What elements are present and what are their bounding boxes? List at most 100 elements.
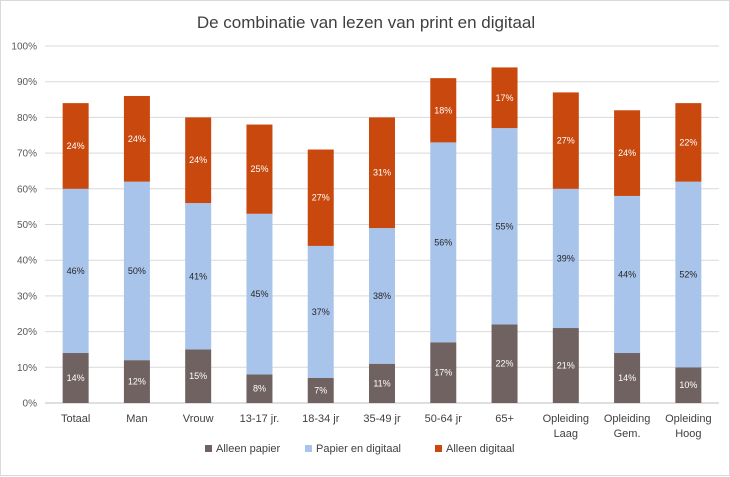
data-label: 22% (679, 137, 697, 147)
x-tick-label: Opleiding (604, 413, 650, 425)
bar-segment (62, 188, 89, 354)
bar-segment (430, 342, 457, 403)
bar-segment (246, 124, 273, 214)
data-label: 7% (314, 386, 327, 396)
bar-segment (62, 353, 89, 403)
data-label: 18% (434, 105, 452, 115)
bar-segment (123, 181, 150, 361)
x-tick-label: 35-49 jr (363, 413, 401, 425)
bar-segment (123, 95, 150, 182)
bar-segment (430, 142, 457, 343)
data-label: 24% (618, 148, 636, 158)
y-tick-label: 20% (17, 327, 37, 338)
y-axis-ticks: 0% 10% 20% 30% 40% 50% 60% 70% 80% 90% 100% (11, 42, 37, 410)
data-label: 8% (253, 384, 266, 394)
data-label: 17% (434, 368, 452, 378)
legend-label: Papier en digitaal (316, 443, 401, 455)
bar-segment (185, 349, 212, 403)
bar-segment (491, 67, 518, 129)
bar-segment (675, 367, 702, 403)
legend-label: Alleen digitaal (446, 443, 515, 455)
bar-segment (552, 328, 579, 403)
data-label: 21% (557, 361, 575, 371)
y-tick-label: 30% (17, 291, 37, 302)
data-label: 25% (250, 164, 268, 174)
x-tick-label: Laag (554, 428, 578, 440)
data-label: 14% (618, 373, 636, 383)
legend: Alleen papier Papier en digitaal Alleen di… (205, 443, 515, 455)
data-label: 45% (250, 289, 268, 299)
bar-segment (307, 245, 334, 379)
data-label: 27% (312, 193, 330, 203)
bar-segment (614, 353, 641, 403)
bar-segment (246, 374, 273, 403)
x-tick-label: Opleiding (665, 413, 711, 425)
y-tick-label: 40% (17, 256, 37, 267)
data-label: 50% (128, 266, 146, 276)
y-tick-label: 60% (17, 184, 37, 195)
x-tick-label: 65+ (495, 413, 514, 425)
data-label: 39% (557, 253, 575, 263)
data-label: 17% (496, 93, 514, 103)
y-tick-label: 10% (17, 363, 37, 374)
bar-segment (246, 213, 273, 375)
x-tick-label: Vrouw (183, 413, 214, 425)
data-label: 22% (496, 359, 514, 369)
data-label: 31% (373, 168, 391, 178)
x-tick-label: Totaal (61, 413, 90, 425)
legend-swatch (305, 445, 312, 452)
x-tick-label: 18-34 jr (302, 413, 340, 425)
data-label: 46% (67, 266, 85, 276)
legend-swatch (205, 445, 212, 452)
x-tick-label: Gem. (614, 428, 641, 440)
x-tick-label: Opleiding (543, 413, 589, 425)
y-tick-label: 0% (23, 399, 38, 410)
legend-label: Alleen papier (216, 443, 281, 455)
bar-segment (307, 378, 334, 403)
bar-segment (614, 195, 641, 354)
data-label: 14% (67, 373, 85, 383)
bar-segment (369, 363, 395, 403)
y-tick-label: 100% (11, 42, 37, 53)
data-label: 24% (67, 141, 85, 151)
legend-swatch (435, 445, 442, 452)
data-label: 55% (496, 221, 514, 231)
bar-segment (185, 203, 212, 350)
y-tick-label: 50% (17, 220, 37, 231)
x-tick-label: 50-64 jr (425, 413, 463, 425)
data-label: 10% (679, 380, 697, 390)
data-label: 24% (128, 134, 146, 144)
bar-segment (307, 149, 334, 246)
y-tick-label: 70% (17, 149, 37, 160)
bar-segment (675, 181, 702, 368)
data-labels: 14% 46% 24% 12% 50% 24% 15% 41% 24% 8% 45% 25% 7% 37%… (67, 93, 698, 396)
bar-segment (123, 360, 150, 403)
y-tick-label: 80% (17, 113, 37, 124)
bars (62, 67, 702, 403)
bar-segment (491, 128, 518, 325)
bar-segment (369, 228, 395, 364)
data-label: 37% (312, 307, 330, 317)
bar-segment (491, 324, 518, 403)
data-label: 15% (189, 371, 207, 381)
data-label: 27% (557, 136, 575, 146)
bar-segment (552, 92, 579, 189)
bar-segment (552, 188, 579, 329)
data-label: 11% (373, 378, 390, 388)
data-label: 56% (434, 237, 452, 247)
data-label: 24% (189, 155, 207, 165)
x-tick-label: Man (126, 413, 147, 425)
data-label: 41% (189, 271, 207, 281)
x-tick-label: Hoog (675, 428, 701, 440)
x-tick-label: 13-17 jr. (240, 413, 280, 425)
bar-segment (369, 117, 395, 229)
bar-segment (62, 103, 89, 189)
data-label: 38% (373, 291, 391, 301)
x-axis-ticks: Totaal Man Vrouw 13-17 jr. 18-34 jr 35-49 jr 5… (61, 413, 712, 440)
chart-title: De combinatie van lezen van print en dig… (197, 13, 535, 32)
y-tick-label: 90% (17, 77, 37, 88)
bar-segment (675, 103, 702, 182)
data-label: 44% (618, 269, 636, 279)
